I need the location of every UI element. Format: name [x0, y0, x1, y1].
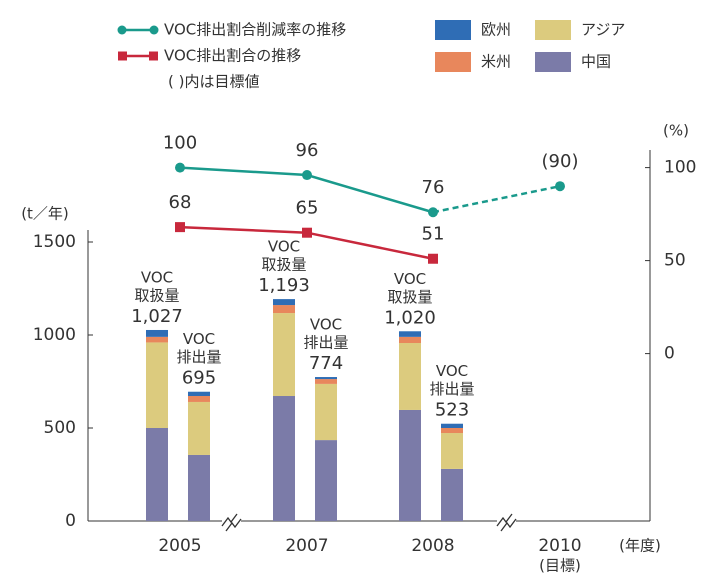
bar-total-label: 523: [435, 400, 469, 421]
x-tick-label: 2008: [411, 536, 454, 556]
legend-label: アジア: [581, 21, 625, 39]
bar-segment: [441, 423, 463, 428]
legend-label: 米州: [481, 53, 511, 71]
marker: [302, 227, 312, 238]
x-axis-label: (年度): [619, 537, 661, 555]
x-tick-note: (目標): [539, 557, 581, 575]
bar-segment: [441, 428, 463, 434]
marker: [175, 222, 185, 233]
x-tick-label: 2005: [158, 536, 201, 556]
legend-marker: [118, 51, 127, 61]
bar-segment: [188, 396, 210, 402]
bar-segment: [315, 377, 337, 380]
bar-total-label: 774: [309, 353, 343, 374]
legend-swatch: [535, 52, 571, 72]
legend-note: ( )内は目標値: [168, 73, 259, 91]
bar-segment: [399, 409, 421, 521]
bar-segment: [273, 313, 295, 397]
legend-label: 欧州: [481, 21, 511, 39]
bar-group-label: 排出量: [303, 334, 348, 352]
legend-label: VOC排出割合の推移: [164, 47, 301, 65]
bar-segment: [273, 396, 295, 521]
data-label: 65: [296, 198, 319, 219]
bar-segment: [315, 440, 337, 521]
y2-tick-label: 50: [664, 251, 686, 271]
bar-segment: [146, 329, 168, 337]
bar-segment: [188, 391, 210, 397]
legend-marker: [149, 25, 159, 35]
y-tick-label: 0: [65, 511, 76, 531]
bar-segment: [315, 383, 337, 441]
bar-segment: [441, 468, 463, 521]
bar-segment: [273, 299, 295, 306]
legend-label: VOC排出割合削減率の推移: [164, 21, 346, 39]
data-label: 51: [422, 224, 445, 245]
bar-group-label: VOC: [268, 238, 300, 256]
axis-breaks: [221, 513, 517, 532]
y-tick-label: 1500: [33, 232, 76, 252]
y2-tick-label: 0: [664, 344, 675, 364]
marker: [175, 162, 185, 173]
bar-segment: [399, 336, 421, 343]
bar-segment: [273, 305, 295, 314]
legend-swatch: [435, 20, 471, 40]
axis-break: [221, 513, 242, 532]
bar-group-label: VOC: [436, 362, 468, 380]
bar-group-label: 取扱量: [387, 288, 432, 306]
legend-swatch: [435, 52, 471, 72]
axis-break: [496, 513, 517, 532]
legend-swatch: [535, 20, 571, 40]
bar-segment: [188, 401, 210, 455]
x-tick-label: 2010: [538, 536, 581, 556]
legend-label: 中国: [581, 53, 611, 71]
data-label: 96: [296, 140, 319, 161]
x-tick-label: 2007: [285, 536, 328, 556]
bar-group-label: VOC: [310, 316, 342, 334]
y2-axis-label: (%): [663, 122, 689, 140]
y2-tick-label: 100: [664, 158, 696, 178]
legend-marker: [117, 25, 127, 35]
bar-group-label: 排出量: [429, 380, 474, 398]
bar-group-label: VOC: [394, 270, 426, 288]
bar-segment: [146, 336, 168, 343]
marker: [428, 253, 438, 264]
bar-group-label: 取扱量: [261, 256, 306, 274]
y-tick-label: 500: [44, 418, 76, 438]
marker: [428, 207, 438, 218]
bar-segment: [399, 342, 421, 410]
bar-segment: [146, 428, 168, 521]
marker: [555, 181, 565, 192]
bar-group-label: VOC: [183, 330, 215, 348]
data-label: 76: [422, 177, 445, 198]
bar-segment: [188, 454, 210, 521]
data-label: 100: [163, 133, 197, 154]
bar-group-label: 取扱量: [134, 286, 179, 304]
bar-total-label: 1,027: [131, 306, 183, 327]
bar-total-label: 695: [182, 368, 216, 389]
data-label: (90): [542, 151, 579, 172]
marker: [302, 170, 312, 181]
y-axis-label: (t／年): [21, 205, 69, 223]
y-tick-label: 1000: [33, 325, 76, 345]
bar-segment: [399, 331, 421, 337]
bar-segment: [315, 379, 337, 384]
bar-total-label: 1,193: [258, 275, 310, 296]
legend-marker: [149, 51, 158, 61]
line-target: [432, 184, 561, 214]
bar-group-label: 排出量: [176, 348, 221, 366]
bar-total-label: 1,020: [384, 307, 436, 328]
bar-group-label: VOC: [141, 268, 173, 286]
data-label: 68: [169, 192, 192, 213]
bar-segment: [146, 342, 168, 428]
bar-segment: [441, 433, 463, 469]
